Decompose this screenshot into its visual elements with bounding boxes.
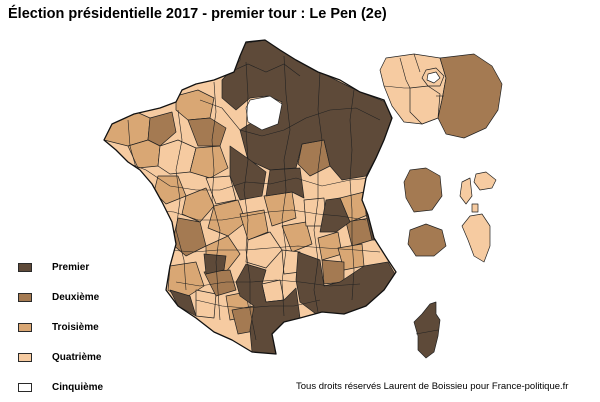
- legend: Premier Deuxième Troisième Quatrième Cin…: [18, 252, 103, 402]
- legend-label: Premier: [52, 261, 90, 273]
- legend-swatch: [18, 352, 32, 362]
- overseas-departments: [403, 167, 497, 359]
- legend-swatch: [18, 292, 32, 302]
- legend-item-cinquieme: Cinquième: [18, 372, 103, 402]
- legend-swatch: [18, 382, 32, 392]
- legend-label: Quatrième: [52, 351, 102, 363]
- legend-swatch: [18, 262, 32, 272]
- legend-item-premier: Premier: [18, 252, 103, 282]
- legend-swatch: [18, 322, 32, 332]
- legend-item-troisieme: Troisième: [18, 312, 103, 342]
- metropole-departments: [104, 40, 396, 354]
- ile-de-france-inset: [379, 53, 503, 139]
- legend-label: Cinquième: [52, 381, 104, 393]
- legend-label: Deuxième: [52, 291, 100, 303]
- legend-item-quatrieme: Quatrième: [18, 342, 103, 372]
- copyright-credit: Tous droits réservés Laurent de Boissieu…: [296, 381, 569, 392]
- legend-item-deuxieme: Deuxième: [18, 282, 103, 312]
- map-title: Élection présidentielle 2017 - premier t…: [8, 6, 387, 22]
- legend-label: Troisième: [52, 321, 99, 333]
